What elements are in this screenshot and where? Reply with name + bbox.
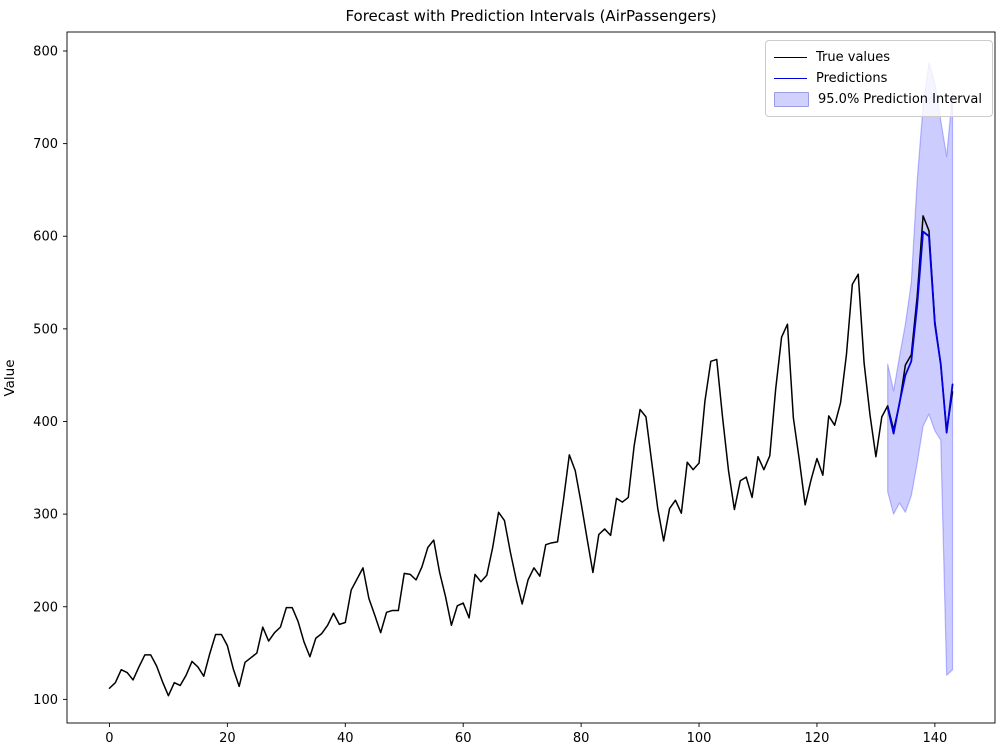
y-tick-label: 800: [33, 44, 58, 59]
legend: True values Predictions 95.0% Prediction…: [765, 40, 993, 117]
prediction-interval-patch-icon: [774, 92, 809, 107]
axes-frame: [66, 31, 996, 724]
x-tick-label: 140: [922, 731, 947, 746]
y-tick-label: 600: [33, 230, 58, 245]
legend-item-predictions: Predictions: [774, 68, 984, 89]
x-tick-label: 120: [805, 731, 830, 746]
y-tick-label: 100: [33, 693, 58, 708]
x-tick-label: 40: [337, 731, 354, 746]
true-values-line-icon: [774, 57, 807, 58]
y-tick-label: 200: [33, 600, 58, 615]
y-tick-label: 700: [33, 137, 58, 152]
prediction-interval-band: [887, 62, 954, 676]
legend-item-prediction-interval: 95.0% Prediction Interval: [774, 89, 984, 110]
legend-item-true-values: True values: [774, 47, 984, 68]
x-tick-label: 100: [687, 731, 712, 746]
chart-title: Forecast with Prediction Intervals (AirP…: [345, 7, 717, 25]
x-tick-label: 0: [105, 731, 113, 746]
y-tick-label: 500: [33, 322, 58, 337]
x-tick-label: 20: [219, 731, 236, 746]
y-tick-label: 300: [33, 508, 58, 523]
y-tick-label: 400: [33, 415, 58, 430]
predictions-line-icon: [774, 78, 807, 79]
predictions-line: [886, 230, 954, 435]
true-values-line: [108, 215, 954, 697]
legend-label-prediction-interval: 95.0% Prediction Interval: [818, 92, 982, 107]
x-tick-label: 60: [455, 731, 472, 746]
x-tick-label: 80: [573, 731, 590, 746]
legend-label-predictions: Predictions: [816, 71, 888, 86]
legend-label-true-values: True values: [816, 50, 891, 65]
